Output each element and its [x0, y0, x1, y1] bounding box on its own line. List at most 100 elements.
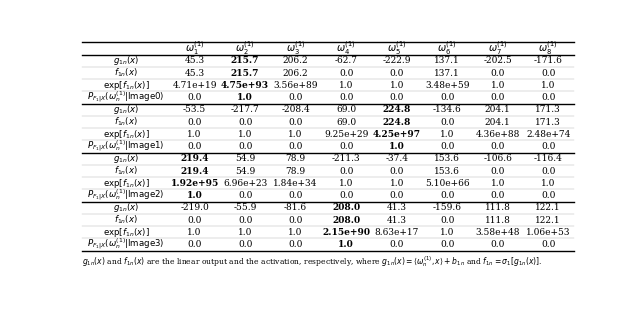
Text: 3.56e+89: 3.56e+89: [273, 81, 318, 90]
Text: -37.4: -37.4: [385, 154, 408, 163]
Text: 0.0: 0.0: [390, 240, 404, 249]
Text: 206.2: 206.2: [283, 56, 308, 65]
Text: 1.06e+53: 1.06e+53: [526, 228, 570, 237]
Text: 1.0: 1.0: [237, 93, 253, 102]
Text: 0.0: 0.0: [440, 240, 454, 249]
Text: $\omega_8^{(1)}$: $\omega_8^{(1)}$: [538, 40, 558, 57]
Text: 0.0: 0.0: [490, 167, 505, 176]
Text: $\omega_6^{(1)}$: $\omega_6^{(1)}$: [437, 40, 457, 57]
Text: $\exp[f_{1n}(x)]$: $\exp[f_{1n}(x)]$: [102, 177, 149, 190]
Text: -53.5: -53.5: [183, 105, 206, 114]
Text: 0.0: 0.0: [339, 191, 353, 200]
Text: 1.0: 1.0: [440, 228, 454, 237]
Text: 215.7: 215.7: [231, 69, 259, 78]
Text: 171.3: 171.3: [536, 118, 561, 126]
Text: 1.0: 1.0: [541, 81, 556, 90]
Text: 1.0: 1.0: [541, 179, 556, 188]
Text: 215.7: 215.7: [231, 56, 259, 65]
Text: 1.84e+34: 1.84e+34: [273, 179, 318, 188]
Text: 122.1: 122.1: [536, 216, 561, 225]
Text: 3.58e+48: 3.58e+48: [476, 228, 520, 237]
Text: 9.25e+29: 9.25e+29: [324, 130, 369, 139]
Text: 78.9: 78.9: [285, 154, 306, 163]
Text: -211.3: -211.3: [332, 154, 360, 163]
Text: 0.0: 0.0: [440, 118, 454, 126]
Text: 0.0: 0.0: [390, 69, 404, 78]
Text: 41.3: 41.3: [387, 216, 406, 225]
Text: $\omega_2^{(1)}$: $\omega_2^{(1)}$: [236, 40, 255, 57]
Text: 206.2: 206.2: [283, 69, 308, 78]
Text: 137.1: 137.1: [435, 56, 460, 65]
Text: $\exp[f_{1n}(x)]$: $\exp[f_{1n}(x)]$: [102, 226, 149, 239]
Text: 2.48e+74: 2.48e+74: [526, 130, 570, 139]
Text: 0.0: 0.0: [238, 142, 252, 151]
Text: 0.0: 0.0: [490, 93, 505, 102]
Text: 5.10e+66: 5.10e+66: [425, 179, 470, 188]
Text: 1.0: 1.0: [440, 130, 454, 139]
Text: -222.9: -222.9: [383, 56, 411, 65]
Text: 1.0: 1.0: [490, 81, 505, 90]
Text: 78.9: 78.9: [285, 167, 306, 176]
Text: 0.0: 0.0: [238, 191, 252, 200]
Text: 4.71e+19: 4.71e+19: [172, 81, 217, 90]
Text: 153.6: 153.6: [435, 167, 460, 176]
Text: 0.0: 0.0: [188, 142, 202, 151]
Text: $P_{F_1|X}(\omega_n^{(1)}|\mathrm{Image3})$: $P_{F_1|X}(\omega_n^{(1)}|\mathrm{Image3…: [87, 237, 164, 252]
Text: 111.8: 111.8: [484, 203, 511, 212]
Text: 0.0: 0.0: [541, 93, 556, 102]
Text: 204.1: 204.1: [485, 105, 511, 114]
Text: 0.0: 0.0: [289, 216, 303, 225]
Text: 0.0: 0.0: [339, 93, 353, 102]
Text: $\omega_3^{(1)}$: $\omega_3^{(1)}$: [286, 40, 305, 57]
Text: 4.25e+97: 4.25e+97: [372, 130, 420, 139]
Text: 1.0: 1.0: [289, 228, 303, 237]
Text: 0.0: 0.0: [390, 93, 404, 102]
Text: 0.0: 0.0: [390, 191, 404, 200]
Text: $\exp[f_{1n}(x)]$: $\exp[f_{1n}(x)]$: [102, 79, 149, 92]
Text: $f_{1n}(x)$: $f_{1n}(x)$: [114, 67, 138, 79]
Text: 1.0: 1.0: [339, 240, 354, 249]
Text: 0.0: 0.0: [490, 191, 505, 200]
Text: 224.8: 224.8: [383, 118, 411, 126]
Text: $f_{1n}(x)$: $f_{1n}(x)$: [114, 214, 138, 226]
Text: 0.0: 0.0: [541, 69, 556, 78]
Text: 1.0: 1.0: [188, 228, 202, 237]
Text: 0.0: 0.0: [541, 167, 556, 176]
Text: 1.0: 1.0: [187, 191, 202, 200]
Text: 0.0: 0.0: [390, 167, 404, 176]
Text: -217.7: -217.7: [230, 105, 259, 114]
Text: 45.3: 45.3: [184, 69, 205, 78]
Text: 54.9: 54.9: [235, 167, 255, 176]
Text: $g_{1n}(x)$ and $f_{1n}(x)$ are the linear output and the activation, respective: $g_{1n}(x)$ and $f_{1n}(x)$ are the line…: [83, 254, 543, 269]
Text: 0.0: 0.0: [339, 167, 353, 176]
Text: 1.0: 1.0: [339, 179, 353, 188]
Text: $f_{1n}(x)$: $f_{1n}(x)$: [114, 165, 138, 177]
Text: 171.3: 171.3: [536, 105, 561, 114]
Text: 0.0: 0.0: [339, 69, 353, 78]
Text: 6.96e+23: 6.96e+23: [223, 179, 268, 188]
Text: $\omega_4^{(1)}$: $\omega_4^{(1)}$: [336, 40, 356, 57]
Text: 219.4: 219.4: [180, 154, 209, 163]
Text: $g_{1n}(x)$: $g_{1n}(x)$: [113, 103, 139, 116]
Text: 1.0: 1.0: [388, 142, 404, 151]
Text: 3.48e+59: 3.48e+59: [425, 81, 470, 90]
Text: -116.4: -116.4: [534, 154, 563, 163]
Text: 0.0: 0.0: [289, 118, 303, 126]
Text: 0.0: 0.0: [188, 216, 202, 225]
Text: 4.75e+93: 4.75e+93: [221, 81, 269, 90]
Text: 1.0: 1.0: [339, 81, 353, 90]
Text: $g_{1n}(x)$: $g_{1n}(x)$: [113, 54, 139, 67]
Text: $P_{F_1|X}(\omega_n^{(1)}|\mathrm{Image2})$: $P_{F_1|X}(\omega_n^{(1)}|\mathrm{Image2…: [87, 188, 164, 203]
Text: 45.3: 45.3: [184, 56, 205, 65]
Text: 0.0: 0.0: [238, 216, 252, 225]
Text: 1.0: 1.0: [390, 81, 404, 90]
Text: $g_{1n}(x)$: $g_{1n}(x)$: [113, 152, 139, 165]
Text: 54.9: 54.9: [235, 154, 255, 163]
Text: 1.0: 1.0: [238, 130, 252, 139]
Text: $\exp[f_{1n}(x)]$: $\exp[f_{1n}(x)]$: [102, 128, 149, 141]
Text: 1.0: 1.0: [390, 179, 404, 188]
Text: 0.0: 0.0: [289, 93, 303, 102]
Text: -81.6: -81.6: [284, 203, 307, 212]
Text: 0.0: 0.0: [541, 142, 556, 151]
Text: $\omega_7^{(1)}$: $\omega_7^{(1)}$: [488, 40, 508, 57]
